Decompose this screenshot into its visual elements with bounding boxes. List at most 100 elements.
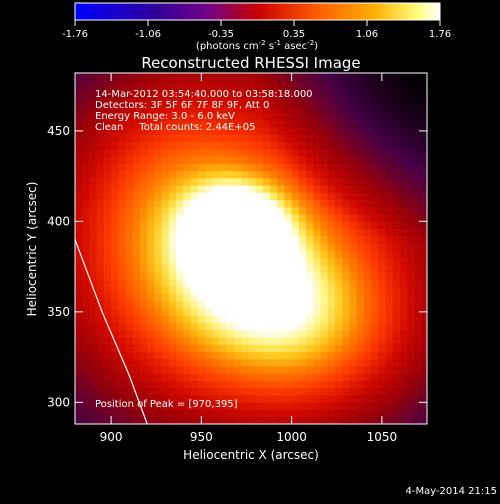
heatmap-cell [421,83,427,92]
heatmap-cell [407,185,415,193]
heatmap-cell [306,156,314,164]
heatmap-cell [371,112,379,121]
heatmap-cell [298,322,307,331]
heatmap-cell [399,83,408,92]
heatmap-cell [306,105,314,114]
heatmap-cell [139,105,148,114]
heatmap-cell [226,163,235,172]
heatmap-cell [219,329,228,338]
heatmap-cell [407,272,415,280]
heatmap-cell [291,272,300,280]
heatmap-cell [219,91,228,99]
heatmap-cell [327,272,336,280]
heatmap-cell [82,177,90,186]
heatmap-cell [161,105,170,114]
heatmap-cell [132,300,141,309]
heatmap-cell [313,214,321,222]
heatmap-cell [111,243,119,251]
heatmap-cell [334,185,343,193]
heatmap-cell [298,387,307,396]
heatmap-cell [255,373,264,381]
heatmap-cell [204,300,213,309]
heatmap-cell [248,387,256,396]
heatmap-cell [147,134,155,143]
heatmap-cell [118,127,126,135]
heatmap-cell [371,322,379,331]
heatmap-cell [212,286,220,295]
heatmap-cell [291,199,300,208]
heatmap-cell [363,73,372,78]
heatmap-cell [139,112,148,121]
heatmap-cell [233,264,242,273]
heatmap-cell [226,199,235,208]
heatmap-cell [306,185,314,193]
heatmap-cell [306,257,314,266]
heatmap-cell [349,315,357,324]
heatmap-cell [306,286,314,295]
heatmap-cell [204,387,213,396]
heatmap-cell [255,322,264,331]
heatmap-cell [103,73,112,78]
heatmap-cell [154,257,163,266]
heatmap-cell [269,192,278,201]
heatmap-cell [197,243,206,251]
heatmap-cell [378,170,386,179]
heatmap-cell [392,98,401,106]
heatmap-cell [327,351,336,360]
heatmap-cell [313,416,321,424]
heatmap-cell [385,329,394,338]
heatmap-cell [385,387,394,396]
heatmap-cell [147,402,155,410]
heatmap-cell [284,243,293,251]
heatmap-cell [183,73,191,78]
heatmap-cell [161,300,170,309]
heatmap-cell [414,177,422,186]
heatmap-cell [277,416,285,424]
heatmap-cell [161,134,170,143]
heatmap-cell [176,134,184,143]
heatmap-cell [118,264,126,273]
heatmap-cell [75,163,83,172]
heatmap-cell [132,380,141,389]
heatmap-cell [313,192,321,201]
heatmap-cell [284,264,293,273]
heatmap-cell [277,91,285,99]
heatmap-cell [392,293,401,302]
heatmap-cell [111,192,119,201]
heatmap-cell [118,214,126,222]
heatmap-cell [291,416,300,424]
heatmap-cell [262,380,271,389]
heatmap-cell [392,272,401,280]
heatmap-cell [226,308,235,316]
heatmap-cell [399,337,408,345]
heatmap-cell [298,83,307,92]
heatmap-cell [176,395,184,403]
heatmap-cell [233,170,242,179]
heatmap-cell [168,337,177,345]
heatmap-cell [320,120,329,128]
heatmap-cell [298,416,307,424]
heatmap-cell [363,141,372,150]
heatmap-cell [75,337,83,345]
heatmap-cell [356,337,365,345]
heatmap-cell [75,257,83,266]
heatmap-cell [204,76,213,85]
heatmap-cell [277,235,285,244]
heatmap-cell [96,329,105,338]
heatmap-cell [103,351,112,360]
heatmap-cell [320,73,329,78]
heatmap-cell [291,329,300,338]
heatmap-cell [183,228,191,237]
heatmap-cell [320,76,329,85]
colorbar-tick-label: 0.35 [283,29,305,40]
heatmap-cell [313,395,321,403]
heatmap-cell [176,206,184,215]
heatmap-cell [414,315,422,324]
heatmap-cell [262,402,271,410]
heatmap-cell [154,243,163,251]
heatmap-cell [89,322,98,331]
heatmap-cell [96,83,105,92]
heatmap-cell [371,257,379,266]
heatmap-cell [96,73,105,78]
heatmap-cell [363,105,372,114]
